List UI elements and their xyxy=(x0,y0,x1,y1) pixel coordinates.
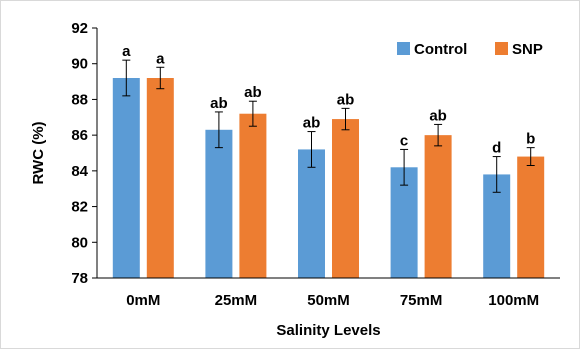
legend: Control SNP xyxy=(397,41,543,58)
x-tick-label: 25mM xyxy=(215,292,258,309)
significance-label: ab xyxy=(429,107,447,124)
bar-control-75mM xyxy=(390,167,418,278)
significance-label: ab xyxy=(244,84,262,101)
y-axis-title: RWC (%) xyxy=(30,121,47,184)
significance-label: ab xyxy=(337,91,355,108)
x-tick-label: 50mM xyxy=(307,292,350,309)
y-tick-label: 80 xyxy=(71,234,88,251)
y-tick-label: 90 xyxy=(71,56,88,73)
bar-control-25mM xyxy=(205,129,233,278)
significance-label: a xyxy=(156,50,165,67)
x-tick-label: 75mM xyxy=(400,292,443,309)
bar-snp-75mM xyxy=(424,135,452,278)
significance-label: b xyxy=(526,131,535,148)
bar-snp-25mM xyxy=(239,113,267,278)
legend-swatch-snp xyxy=(495,42,508,55)
y-tick-label: 88 xyxy=(71,91,88,108)
bar-snp-0mM xyxy=(146,78,174,278)
legend-label-snp: SNP xyxy=(512,41,543,58)
significance-label: a xyxy=(122,43,131,60)
y-tick-label: 86 xyxy=(71,127,88,144)
significance-label: c xyxy=(400,132,408,149)
significance-label: ab xyxy=(210,95,228,112)
significance-label: ab xyxy=(303,115,321,132)
x-tick-label: 0mM xyxy=(126,292,160,309)
bar-control-50mM xyxy=(298,149,325,278)
x-axis-title: Salinity Levels xyxy=(276,322,380,339)
legend-label-control: Control xyxy=(414,41,467,58)
bar-snp-50mM xyxy=(332,119,359,278)
bar-snp-100mM xyxy=(517,156,545,278)
y-tick-label: 92 xyxy=(71,20,88,37)
legend-swatch-control xyxy=(397,42,410,55)
y-tick-label: 82 xyxy=(71,199,88,216)
x-tick-label: 100mM xyxy=(488,292,539,309)
y-axis-ticks: 78 80 82 84 86 88 90 92 xyxy=(71,20,97,287)
bar-control-0mM xyxy=(112,78,140,278)
y-tick-label: 78 xyxy=(71,270,88,287)
y-tick-label: 84 xyxy=(71,163,88,180)
x-axis-ticks: 0mM 25mM 50mM 75mM 100mM xyxy=(126,292,539,309)
significance-label: d xyxy=(492,140,501,157)
